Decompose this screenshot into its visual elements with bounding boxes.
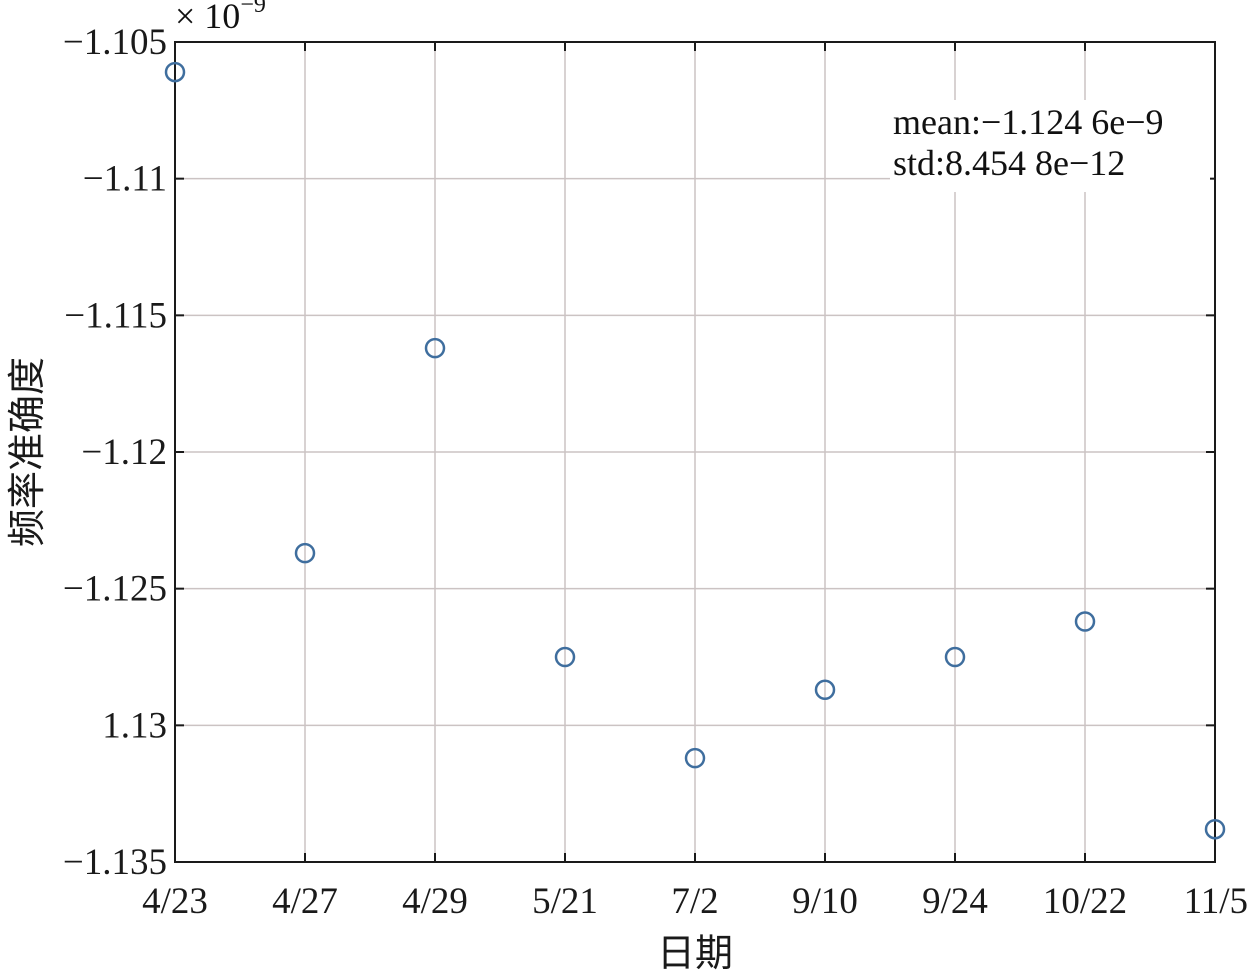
x-tick-label: 5/21: [532, 881, 598, 922]
x-axis-ticks: 4/23 4/27 4/29 5/21 7/2 9/10 9/24 10/22 11/5: [142, 42, 1248, 922]
x-tick-label: 9/10: [792, 881, 858, 922]
y-tick-label: 1.13: [102, 705, 167, 746]
y-tick-label: −1.105: [63, 22, 167, 63]
data-point: [944, 646, 966, 668]
x-tick-label: 11/5: [1184, 881, 1248, 922]
x-tick-label: 9/24: [922, 881, 988, 922]
data-point: [164, 61, 186, 83]
annotation-std: std:8.454 8e−12: [893, 143, 1125, 183]
data-point: [1074, 611, 1096, 632]
grid-lines: [174, 41, 1216, 863]
x-tick-label: 4/23: [142, 881, 208, 922]
exponent-label: × 10−9: [175, 0, 266, 36]
data-point: [424, 337, 446, 359]
x-tick-label: 4/27: [272, 881, 338, 922]
y-tick-label: −1.11: [83, 159, 167, 200]
y-tick-label: −1.135: [63, 842, 167, 883]
x-tick-label: 10/22: [1043, 881, 1127, 922]
x-axis-label: 日期: [657, 931, 733, 974]
annotation-box: [890, 100, 1210, 192]
data-point: [1204, 818, 1226, 840]
y-axis-label: 频率准确度: [5, 357, 49, 547]
y-tick-label: −1.125: [63, 569, 167, 610]
data-point: [554, 646, 576, 668]
x-tick-label: 4/29: [402, 881, 468, 922]
y-tick-label: −1.12: [81, 432, 167, 473]
data-point: [684, 747, 706, 769]
data-point: [294, 542, 316, 564]
y-tick-label: −1.115: [64, 295, 167, 336]
x-tick-label: 7/2: [671, 881, 718, 922]
data-point: [814, 679, 836, 701]
y-axis-ticks: −1.105 −1.11 −1.115 −1.12 −1.125 1.13 −1.135: [63, 22, 1215, 883]
data-points: [164, 61, 1226, 840]
annotation-mean: mean:−1.124 6e−9: [893, 102, 1164, 142]
